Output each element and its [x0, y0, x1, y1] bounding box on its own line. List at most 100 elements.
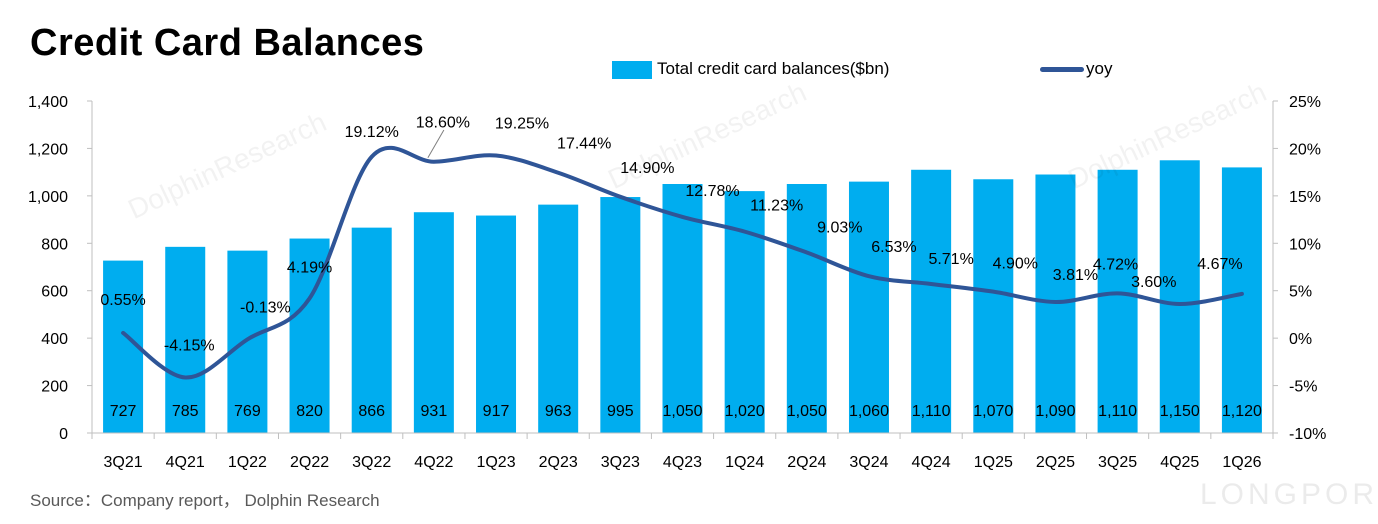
- y-left-tick-label: 200: [41, 379, 68, 396]
- y-right-tick-label: -10%: [1289, 426, 1326, 443]
- yoy-value-label: 3.81%: [1053, 267, 1098, 284]
- yoy-value-label: 4.19%: [287, 259, 332, 276]
- yoy-value-label: 4.90%: [993, 256, 1038, 273]
- x-tick-label: 3Q21: [104, 454, 143, 471]
- y-left-tick-label: 600: [41, 284, 68, 301]
- bar-value-label: 769: [234, 403, 261, 420]
- bar-value-label: 1,020: [725, 403, 765, 420]
- bar: [786, 184, 827, 433]
- bar-value-label: 917: [483, 403, 510, 420]
- bar-value-label: 1,060: [849, 403, 889, 420]
- labels-group: 727 785 769 820 866 931 917 963 995 1,050 1,020 1,0…: [100, 115, 1262, 420]
- y-right-tick-label: 15%: [1289, 189, 1321, 206]
- bar: [911, 169, 952, 433]
- bar: [1221, 167, 1262, 433]
- y-right-tick-label: 20%: [1289, 141, 1321, 158]
- bar-value-label: 727: [110, 403, 137, 420]
- bar: [1159, 160, 1200, 434]
- yoy-value-label: 11.23%: [750, 198, 803, 215]
- chart-title: Credit Card Balances: [30, 22, 425, 64]
- yoy-value-label: 14.90%: [620, 160, 674, 177]
- bar: [538, 204, 579, 433]
- y-right-tick-label: 5%: [1289, 284, 1312, 301]
- legend-bar-swatch: [612, 61, 652, 79]
- yoy-line-group: [121, 129, 1244, 380]
- bar-value-label: 785: [172, 403, 199, 420]
- y-left-tick-label: 1,400: [28, 94, 68, 111]
- x-tick-label: 4Q24: [912, 454, 951, 471]
- bar-value-label: 1,110: [1098, 403, 1137, 420]
- bar-value-label: 866: [358, 403, 385, 420]
- yoy-value-label: -0.13%: [240, 299, 291, 316]
- bar: [476, 215, 517, 433]
- yoy-value-label: 19.12%: [345, 124, 399, 141]
- yoy-value-label: 4.72%: [1093, 256, 1138, 273]
- legend-bar-label: Total credit card balances($bn): [657, 59, 890, 78]
- yoy-value-label: 6.53%: [871, 239, 916, 256]
- bar-value-label: 1,050: [662, 403, 702, 420]
- x-tick-label: 3Q23: [601, 454, 640, 471]
- bar: [1097, 169, 1138, 433]
- bar: [227, 250, 268, 433]
- x-tick-label: 4Q22: [414, 454, 453, 471]
- bar: [662, 184, 703, 433]
- bar: [165, 246, 206, 433]
- bar-value-label: 963: [545, 403, 572, 420]
- legend-line-label: yoy: [1086, 59, 1113, 78]
- x-tick-label: 1Q22: [228, 454, 267, 471]
- bar-value-label: 1,090: [1035, 403, 1075, 420]
- x-tick-label: 3Q22: [352, 454, 391, 471]
- bar-value-label: 1,050: [787, 403, 827, 420]
- logo-watermark: LONGPORT: [1200, 478, 1378, 511]
- bar-value-label: 1,120: [1222, 403, 1262, 420]
- x-tick-label: 3Q25: [1098, 454, 1137, 471]
- yoy-value-label: 18.60%: [416, 115, 470, 132]
- x-tick-label: 1Q25: [974, 454, 1013, 471]
- x-tick-label: 2Q24: [787, 454, 826, 471]
- yoy-value-label: 12.78%: [685, 183, 739, 200]
- yoy-value-label: 9.03%: [817, 219, 862, 236]
- y-left-tick-label: 1,000: [28, 189, 68, 206]
- yoy-value-label: 3.60%: [1131, 274, 1176, 291]
- x-tick-label: 1Q23: [476, 454, 515, 471]
- y-left-tick-label: 800: [41, 236, 68, 253]
- bar-value-label: 1,110: [912, 403, 951, 420]
- bar: [600, 197, 641, 433]
- yoy-value-label: 19.25%: [495, 116, 549, 133]
- y-right-tick-label: 10%: [1289, 236, 1321, 253]
- bar-value-label: 820: [296, 403, 323, 420]
- y-right-tick-label: -5%: [1289, 379, 1317, 396]
- x-tick-label: 4Q25: [1160, 454, 1199, 471]
- yoy-value-label: 4.67%: [1197, 256, 1242, 273]
- leader-line: [427, 129, 445, 158]
- axes-group: 0 200 400 600 800 1,000 1,200 1,400 -10% -5% 0% 5% 1…: [28, 94, 1326, 471]
- bar: [413, 212, 454, 433]
- bar-value-label: 995: [607, 403, 634, 420]
- y-left-tick-label: 1,200: [28, 141, 68, 158]
- x-tick-label: 3Q24: [849, 454, 888, 471]
- bar-value-label: 931: [421, 403, 448, 420]
- yoy-value-label: 5.71%: [928, 251, 973, 268]
- source-note: Source：Company report， Dolphin Research: [30, 491, 380, 510]
- x-tick-label: 2Q22: [290, 454, 329, 471]
- x-tick-label: 1Q24: [725, 454, 764, 471]
- legend-line-swatch: [1040, 67, 1084, 72]
- x-tick-label: 2Q23: [539, 454, 578, 471]
- bar-value-label: 1,150: [1160, 403, 1200, 420]
- y-left-tick-label: 0: [59, 426, 68, 443]
- y-right-tick-label: 25%: [1289, 94, 1321, 111]
- x-tick-label: 2Q25: [1036, 454, 1075, 471]
- bar-value-label: 1,070: [973, 403, 1013, 420]
- x-tick-label: 4Q23: [663, 454, 702, 471]
- y-left-tick-label: 400: [41, 331, 68, 348]
- x-tick-label: 1Q26: [1222, 454, 1261, 471]
- yoy-value-label: -4.15%: [164, 338, 215, 355]
- bar: [351, 227, 392, 433]
- bar: [973, 179, 1014, 433]
- bars-group: [103, 160, 1262, 434]
- yoy-value-label: 17.44%: [557, 136, 611, 153]
- yoy-value-label: 0.55%: [100, 292, 145, 309]
- bar: [848, 181, 889, 433]
- yoy-line: [121, 145, 1244, 380]
